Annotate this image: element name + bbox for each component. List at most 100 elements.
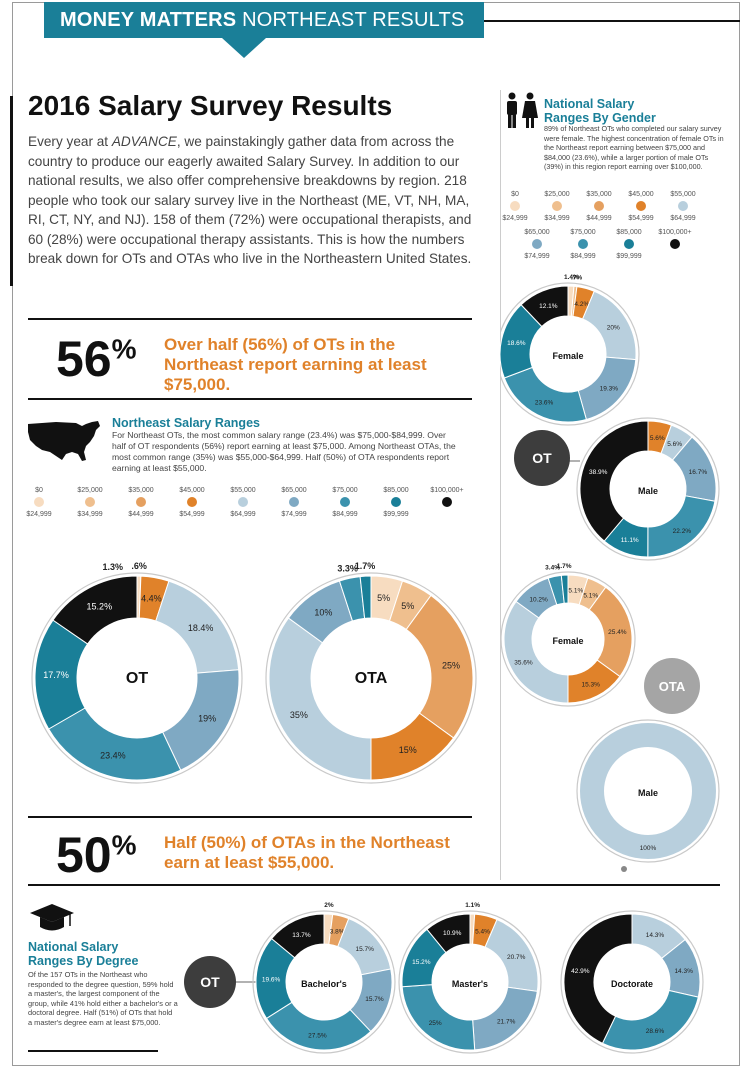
slice-label: 13.7% xyxy=(292,932,311,939)
divider xyxy=(28,884,720,886)
ota-gender-bubble xyxy=(644,658,700,714)
legend-range-end: $99,999 xyxy=(383,511,409,518)
legend-swatch xyxy=(187,497,197,507)
banner-pointer xyxy=(222,38,266,58)
donut-outline xyxy=(252,910,396,1054)
banner-bold: MONEY MATTERS xyxy=(60,9,237,31)
legend-range-end: $64,999 xyxy=(230,511,256,518)
slice-label: 5.6% xyxy=(650,435,665,442)
slice-label: 18.4% xyxy=(188,623,214,633)
slice-label: 16.7% xyxy=(689,469,708,476)
legend-range-start: $25,000 xyxy=(544,191,570,198)
slice-label: 17.7% xyxy=(43,670,69,680)
degree-title: National Salary Ranges By Degree xyxy=(28,940,139,968)
divider xyxy=(28,816,472,818)
legend-swatch xyxy=(510,201,520,211)
slice-label: 20.7% xyxy=(507,954,526,961)
donut-outline xyxy=(265,572,477,784)
legend-swatch xyxy=(340,497,350,507)
page-title: 2016 Salary Survey Results xyxy=(28,90,393,121)
donut-center-label: OTA xyxy=(355,670,388,687)
legend-range-end: $24,999 xyxy=(502,215,528,222)
slice-label: 11.1% xyxy=(621,537,639,544)
masters-donut: 1.1% 5.4% 20.7% 21.7% 25% 15.2% 10.9% Master's xyxy=(398,902,542,1054)
column-divider xyxy=(500,90,501,880)
legend-swatch xyxy=(34,497,44,507)
legend-swatch xyxy=(238,497,248,507)
legend-range-start: $85,000 xyxy=(383,487,409,494)
banner-rest: NORTHEAST RESULTS xyxy=(242,9,465,31)
slice-label: 25% xyxy=(429,1020,442,1027)
ot-male-donut: 5.6%5.6% 16.7% 22.2% 11.1% 38.9% Male xyxy=(576,417,720,561)
slice-label: 5% xyxy=(401,601,414,611)
ranges-text: For Northeast OTs, the most common salar… xyxy=(112,430,456,473)
ranges-title: Northeast Salary Ranges xyxy=(112,416,260,430)
slice-label: 20% xyxy=(607,324,620,331)
legend-range-start: $45,000 xyxy=(628,191,654,198)
legend-swatch xyxy=(636,201,646,211)
legend-swatch xyxy=(442,497,452,507)
intro-paragraph: Every year at ADVANCE, we painstakingly … xyxy=(28,134,472,266)
slice-label: .7% xyxy=(571,274,582,281)
marker-dot xyxy=(621,866,627,872)
legend-range-start: $65,000 xyxy=(281,487,307,494)
slice-label: 19% xyxy=(198,714,216,724)
ot-female-donut: 1.4%.7% 4.2% 20% 19.3% 23.6% 18.6% 12.1% Female xyxy=(500,274,640,426)
donut-outline xyxy=(500,282,640,426)
legend-range-end: $74,999 xyxy=(281,511,307,518)
legend-range-start: $0 xyxy=(511,191,519,198)
donut-center-label: OT xyxy=(126,670,148,687)
legend-range-end: $24,999 xyxy=(26,511,52,518)
legend-swatch xyxy=(552,201,562,211)
donut-slice xyxy=(563,913,633,1044)
donut-center-label: Master's xyxy=(452,979,488,989)
slice-label: 12.1% xyxy=(539,303,558,310)
slice-label: 35% xyxy=(290,710,308,720)
stat-56-text: Over half (56%) of OTs in the Northeast … xyxy=(164,335,427,394)
donut-center-label: Bachelor's xyxy=(301,979,347,989)
legend-range-end: $74,999 xyxy=(524,253,550,260)
ota-female-donut: 5.1%5.1% 25.4% 15.3% 35.6% 10.2% 3.4%1.7% Fema… xyxy=(500,563,636,707)
donut-slice xyxy=(579,420,649,542)
slice-label: 3.4% xyxy=(545,565,560,572)
slice-label: 38.9% xyxy=(589,469,608,476)
slice-label: 5.4% xyxy=(475,929,490,936)
legend-swatch xyxy=(136,497,146,507)
donut-slice xyxy=(359,575,372,619)
legend-range-start: $55,000 xyxy=(670,191,696,198)
male-female-icon xyxy=(507,92,538,128)
slice-label: 4.2% xyxy=(574,301,589,308)
degree-charts: OT 2% 3.8% 15.7% 15.7% 27.5% 19.6% 13.7% Bachel… xyxy=(184,902,704,1054)
ota-gender-bubble-label: OTA xyxy=(659,679,686,694)
slice-label: 14.3% xyxy=(674,968,693,975)
slice-label: 28.6% xyxy=(646,1028,665,1035)
slice-label: 14.3% xyxy=(646,932,665,939)
legend-range-end: $44,999 xyxy=(586,215,612,222)
slice-label: 1.1% xyxy=(465,902,480,909)
us-map-icon xyxy=(28,421,100,461)
donut-slice xyxy=(47,707,182,781)
legend-swatch xyxy=(289,497,299,507)
divider xyxy=(28,1050,158,1052)
slice-label: 10% xyxy=(314,607,332,617)
legend-range-start: $75,000 xyxy=(570,229,596,236)
slice-label: 1.7% xyxy=(355,561,376,571)
ota-donut: 5% 5% 25% 15% 35% 10% 3.3%1.7% OTA xyxy=(265,561,477,784)
donut-slice xyxy=(647,495,716,558)
slice-label: 42.9% xyxy=(571,968,590,975)
divider xyxy=(28,398,472,400)
slice-label: 10.2% xyxy=(529,597,548,604)
legend-swatch xyxy=(594,201,604,211)
legend-swatch xyxy=(678,201,688,211)
donut-slice xyxy=(405,594,474,739)
slice-label: 15.7% xyxy=(365,996,384,1003)
slice-label: 35.6% xyxy=(514,660,533,667)
slice-label: 21.7% xyxy=(497,1019,516,1026)
legend-swatch xyxy=(85,497,95,507)
donut-outline xyxy=(576,719,720,863)
legend-range-start: $35,000 xyxy=(128,487,154,494)
donut-slice xyxy=(503,600,569,704)
main-charts: .6%4.4%18.4%19%23.4%17.7%15.2%1.3%OT 5%5… xyxy=(31,561,477,784)
legend-range-end: $99,999 xyxy=(616,253,642,260)
ot-degree-bubble-label: OT xyxy=(200,974,220,990)
